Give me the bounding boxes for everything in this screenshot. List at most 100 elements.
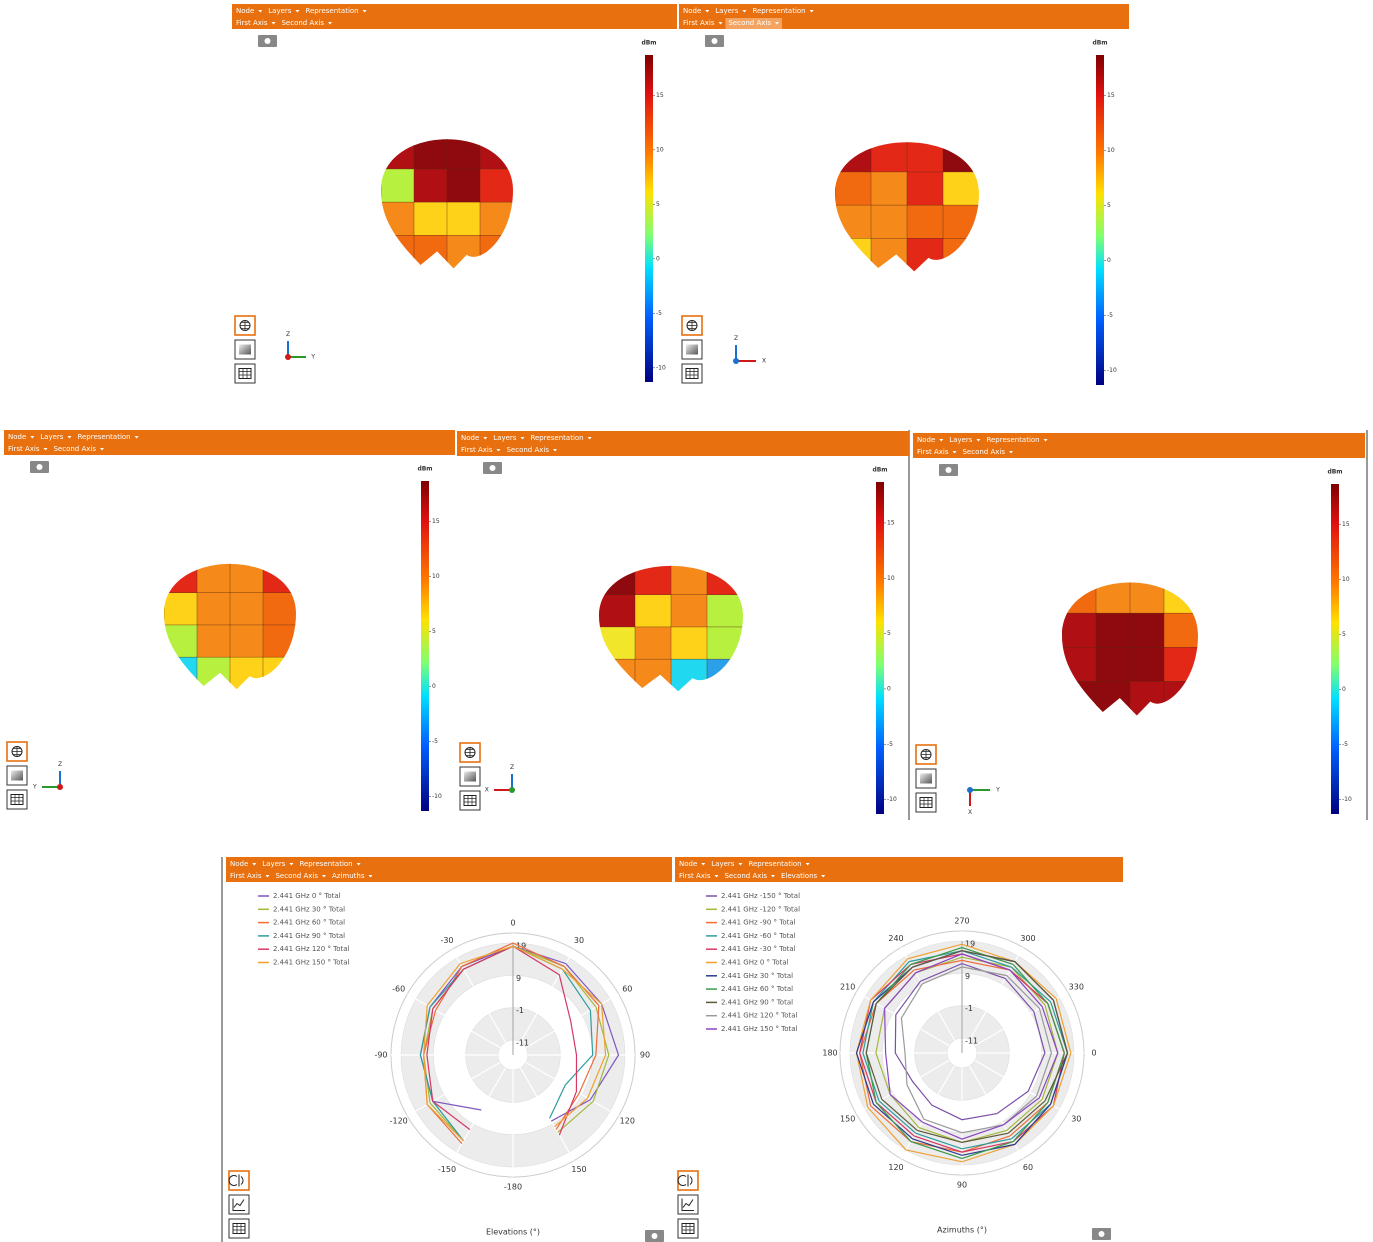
menu-first_axis[interactable]: First Axis [236, 19, 268, 27]
menu-node[interactable]: Node [230, 860, 248, 868]
legend-label[interactable]: 2.441 GHz 150 ° Total [273, 959, 350, 967]
pattern-cell [706, 658, 743, 692]
menu-second_axis[interactable]: Second Axis [281, 19, 324, 27]
polar-spoke [968, 947, 1024, 1041]
menu-representation[interactable]: Representation [986, 436, 1039, 444]
table-icon [232, 1223, 246, 1234]
menu-caret [265, 875, 270, 878]
camera-icon [489, 465, 496, 471]
polar-spoke [407, 993, 501, 1049]
radiation-pattern [599, 565, 743, 692]
menu-elevations[interactable]: Elevations [781, 872, 818, 880]
menu-node[interactable]: Node [679, 860, 697, 868]
legend-label[interactable]: 2.441 GHz -30 ° Total [721, 945, 796, 953]
legend-label[interactable]: 2.441 GHz 0 ° Total [721, 959, 789, 967]
legend-label[interactable]: 2.441 GHz 120 ° Total [273, 945, 350, 953]
pattern-cell [229, 563, 264, 594]
menu-layers[interactable]: Layers [715, 7, 739, 15]
legend-label[interactable]: 2.441 GHz -120 ° Total [721, 905, 800, 913]
r-tick-label: -11 [965, 1037, 978, 1046]
menu-layers[interactable]: Layers [268, 7, 292, 15]
menu-caret [483, 437, 488, 440]
legend-label[interactable]: 2.441 GHz 30 ° Total [273, 905, 345, 913]
menu-first_axis[interactable]: First Axis [917, 448, 949, 456]
legend-label[interactable]: 2.441 GHz 120 ° Total [721, 1012, 798, 1020]
legend-label[interactable]: 2.441 GHz -150 ° Total [721, 892, 800, 900]
menu-node[interactable]: Node [461, 434, 479, 442]
legend-label[interactable]: 2.441 GHz 60 ° Total [273, 919, 345, 927]
legend-label[interactable]: 2.441 GHz 0 ° Total [273, 892, 341, 900]
menu-caret [520, 437, 525, 440]
polar-spoke [525, 993, 619, 1049]
pattern-cell [835, 171, 872, 206]
colorbar-tick-label: 5 [432, 628, 436, 635]
colorbar-unit: dBm [641, 40, 656, 47]
menu-representation[interactable]: Representation [77, 433, 130, 441]
menu-node[interactable]: Node [236, 7, 254, 15]
theta-tick-label: 0 [1091, 1049, 1096, 1058]
menu-caret [718, 22, 723, 25]
menu-representation[interactable]: Representation [752, 7, 805, 15]
theta-tick-label: 90 [640, 1051, 650, 1060]
menu-node[interactable]: Node [917, 436, 935, 444]
menu-azimuths[interactable]: Azimuths [332, 872, 365, 880]
menu-representation[interactable]: Representation [305, 7, 358, 15]
legend-label[interactable]: 2.441 GHz -60 ° Total [721, 932, 796, 940]
menu-second_axis[interactable]: Second Axis [506, 446, 549, 454]
menu-caret [821, 875, 826, 878]
menu-caret [496, 449, 501, 452]
theta-tick-label: 300 [1020, 934, 1035, 943]
menu-second_axis[interactable]: Second Axis [724, 872, 767, 880]
colorbar-tick-label: -5 [1107, 312, 1113, 319]
colorbar-tick-label: -5 [432, 738, 438, 745]
legend-label[interactable]: 2.441 GHz 90 ° Total [273, 932, 345, 940]
menu-representation[interactable]: Representation [299, 860, 352, 868]
polar-icon [228, 1174, 244, 1187]
pattern-cell [1129, 582, 1165, 614]
menu-first_axis[interactable]: First Axis [8, 445, 40, 453]
menu-representation[interactable]: Representation [748, 860, 801, 868]
toolbar [913, 433, 1365, 458]
menu-second_axis[interactable]: Second Axis [275, 872, 318, 880]
pattern-cell [942, 142, 979, 173]
menu-layers[interactable]: Layers [949, 436, 973, 444]
pattern-cell [262, 656, 296, 690]
legend-label[interactable]: 2.441 GHz 150 ° Total [721, 1025, 798, 1033]
menu-layers[interactable]: Layers [493, 434, 517, 442]
menu-first_axis[interactable]: First Axis [230, 872, 262, 880]
menu-layers[interactable]: Layers [40, 433, 64, 441]
pattern-cell [599, 565, 636, 596]
legend-label[interactable]: 2.441 GHz 60 ° Total [721, 985, 793, 993]
legend-label[interactable]: 2.441 GHz -90 ° Total [721, 919, 796, 927]
pattern-cell [670, 594, 708, 628]
pattern-cell [262, 624, 296, 658]
camera-icon [651, 1233, 658, 1239]
colorbar-tick-label: -10 [432, 793, 442, 800]
menu-second_axis[interactable]: Second Axis [53, 445, 96, 453]
polar-spoke [451, 949, 507, 1043]
menu-representation[interactable]: Representation [530, 434, 583, 442]
menu-first_axis[interactable]: First Axis [683, 19, 715, 27]
legend-label[interactable]: 2.441 GHz 90 ° Total [721, 998, 793, 1006]
menu-first_axis[interactable]: First Axis [679, 872, 711, 880]
r-tick-label: 9 [516, 974, 521, 983]
menu-layers[interactable]: Layers [711, 860, 735, 868]
theta-tick-label: 120 [620, 1117, 635, 1126]
menu-node[interactable]: Node [8, 433, 26, 441]
menu-second_axis[interactable]: Second Axis [728, 19, 771, 27]
pattern-cell [942, 171, 979, 206]
axis-origin [57, 784, 63, 790]
gradient-icon [920, 773, 932, 784]
menu-first_axis[interactable]: First Axis [461, 446, 493, 454]
axis-origin [733, 358, 739, 364]
pattern-cell [413, 201, 448, 236]
menu-node[interactable]: Node [683, 7, 701, 15]
axis-title: Azimuths (°) [937, 1226, 987, 1235]
menu-caret [701, 863, 706, 866]
axis-title: Elevations (°) [486, 1228, 540, 1237]
menu-second_axis[interactable]: Second Axis [962, 448, 1005, 456]
legend-label[interactable]: 2.441 GHz 30 ° Total [721, 972, 793, 980]
menu-layers[interactable]: Layers [262, 860, 286, 868]
colorbar-tick-label: 5 [656, 201, 660, 208]
